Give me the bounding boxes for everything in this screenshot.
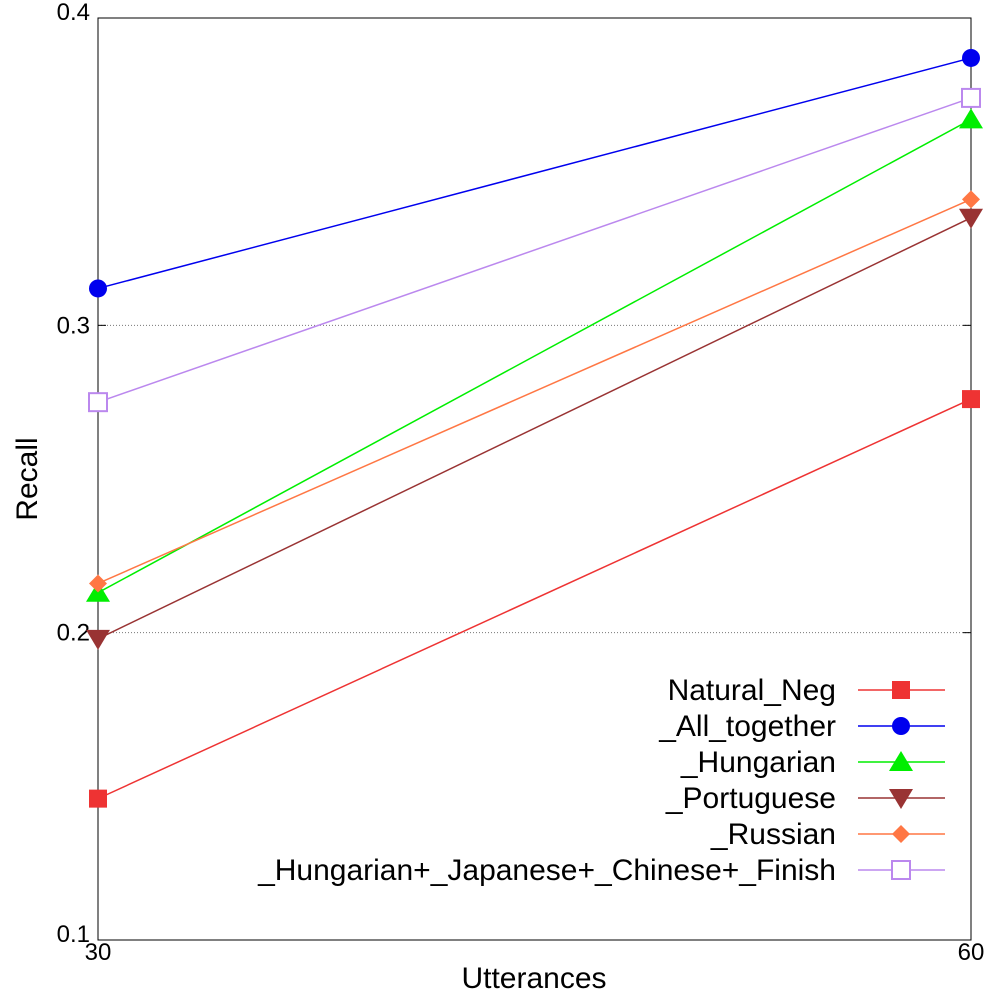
data-point xyxy=(89,789,107,808)
series-line xyxy=(97,118,972,594)
series-4 xyxy=(89,190,980,593)
series-line xyxy=(97,198,972,585)
legend-label: _Hungarian xyxy=(680,746,836,779)
data-point xyxy=(962,190,980,209)
series-5 xyxy=(88,87,981,413)
data-point xyxy=(89,574,107,593)
y-tick-label: 0.3 xyxy=(57,312,90,339)
legend-entry: _Hungarian xyxy=(680,746,945,779)
axis-ticks: 0.1 0.2 0.3 0.4 30 60 xyxy=(57,0,985,966)
legend-marker xyxy=(892,825,910,843)
legend-label: Natural_Neg xyxy=(668,674,836,707)
data-point xyxy=(86,629,110,650)
data-point xyxy=(89,279,107,298)
series-2 xyxy=(86,108,983,602)
x-axis-title: Utterances xyxy=(461,962,606,995)
legend-marker xyxy=(891,860,911,880)
x-tick-label: 60 xyxy=(958,939,985,966)
plot-frame xyxy=(97,17,972,941)
legend: Natural_Neg_All_together_Hungarian_Portu… xyxy=(257,674,945,887)
legend-marker xyxy=(892,681,910,699)
series-3 xyxy=(86,208,983,650)
legend-entry: Natural_Neg xyxy=(668,674,945,707)
y-axis-title: Recall xyxy=(11,437,44,520)
data-point xyxy=(961,87,981,108)
series-line xyxy=(97,217,972,640)
legend-marker xyxy=(892,717,910,735)
legend-marker xyxy=(889,751,913,771)
legend-label: _All_together xyxy=(658,710,836,743)
legend-entry: _Hungarian+_Japanese+_Chinese+_Finish xyxy=(257,854,945,887)
x-tick-label: 30 xyxy=(85,939,112,966)
series-line xyxy=(97,97,972,403)
y-tick-label: 0.4 xyxy=(57,0,90,26)
series-1 xyxy=(89,48,980,298)
legend-label: _Portuguese xyxy=(665,782,836,815)
y-tick-label: 0.1 xyxy=(57,921,90,948)
data-point xyxy=(962,48,980,67)
series-layer xyxy=(86,48,983,808)
grid-lines xyxy=(98,324,971,634)
series-line xyxy=(97,398,972,800)
legend-entry: _All_together xyxy=(658,710,945,743)
legend-label: _Hungarian+_Japanese+_Chinese+_Finish xyxy=(257,854,836,887)
series-line xyxy=(97,57,972,290)
series-0 xyxy=(89,390,980,808)
data-point xyxy=(959,208,983,229)
legend-entry: _Portuguese xyxy=(665,782,945,815)
data-point xyxy=(959,108,983,129)
data-point xyxy=(962,390,980,409)
data-point xyxy=(88,392,108,413)
legend-entry: _Russian xyxy=(710,818,945,851)
y-tick-label: 0.2 xyxy=(57,620,90,647)
legend-label: _Russian xyxy=(710,818,836,851)
legend-marker xyxy=(889,789,913,809)
